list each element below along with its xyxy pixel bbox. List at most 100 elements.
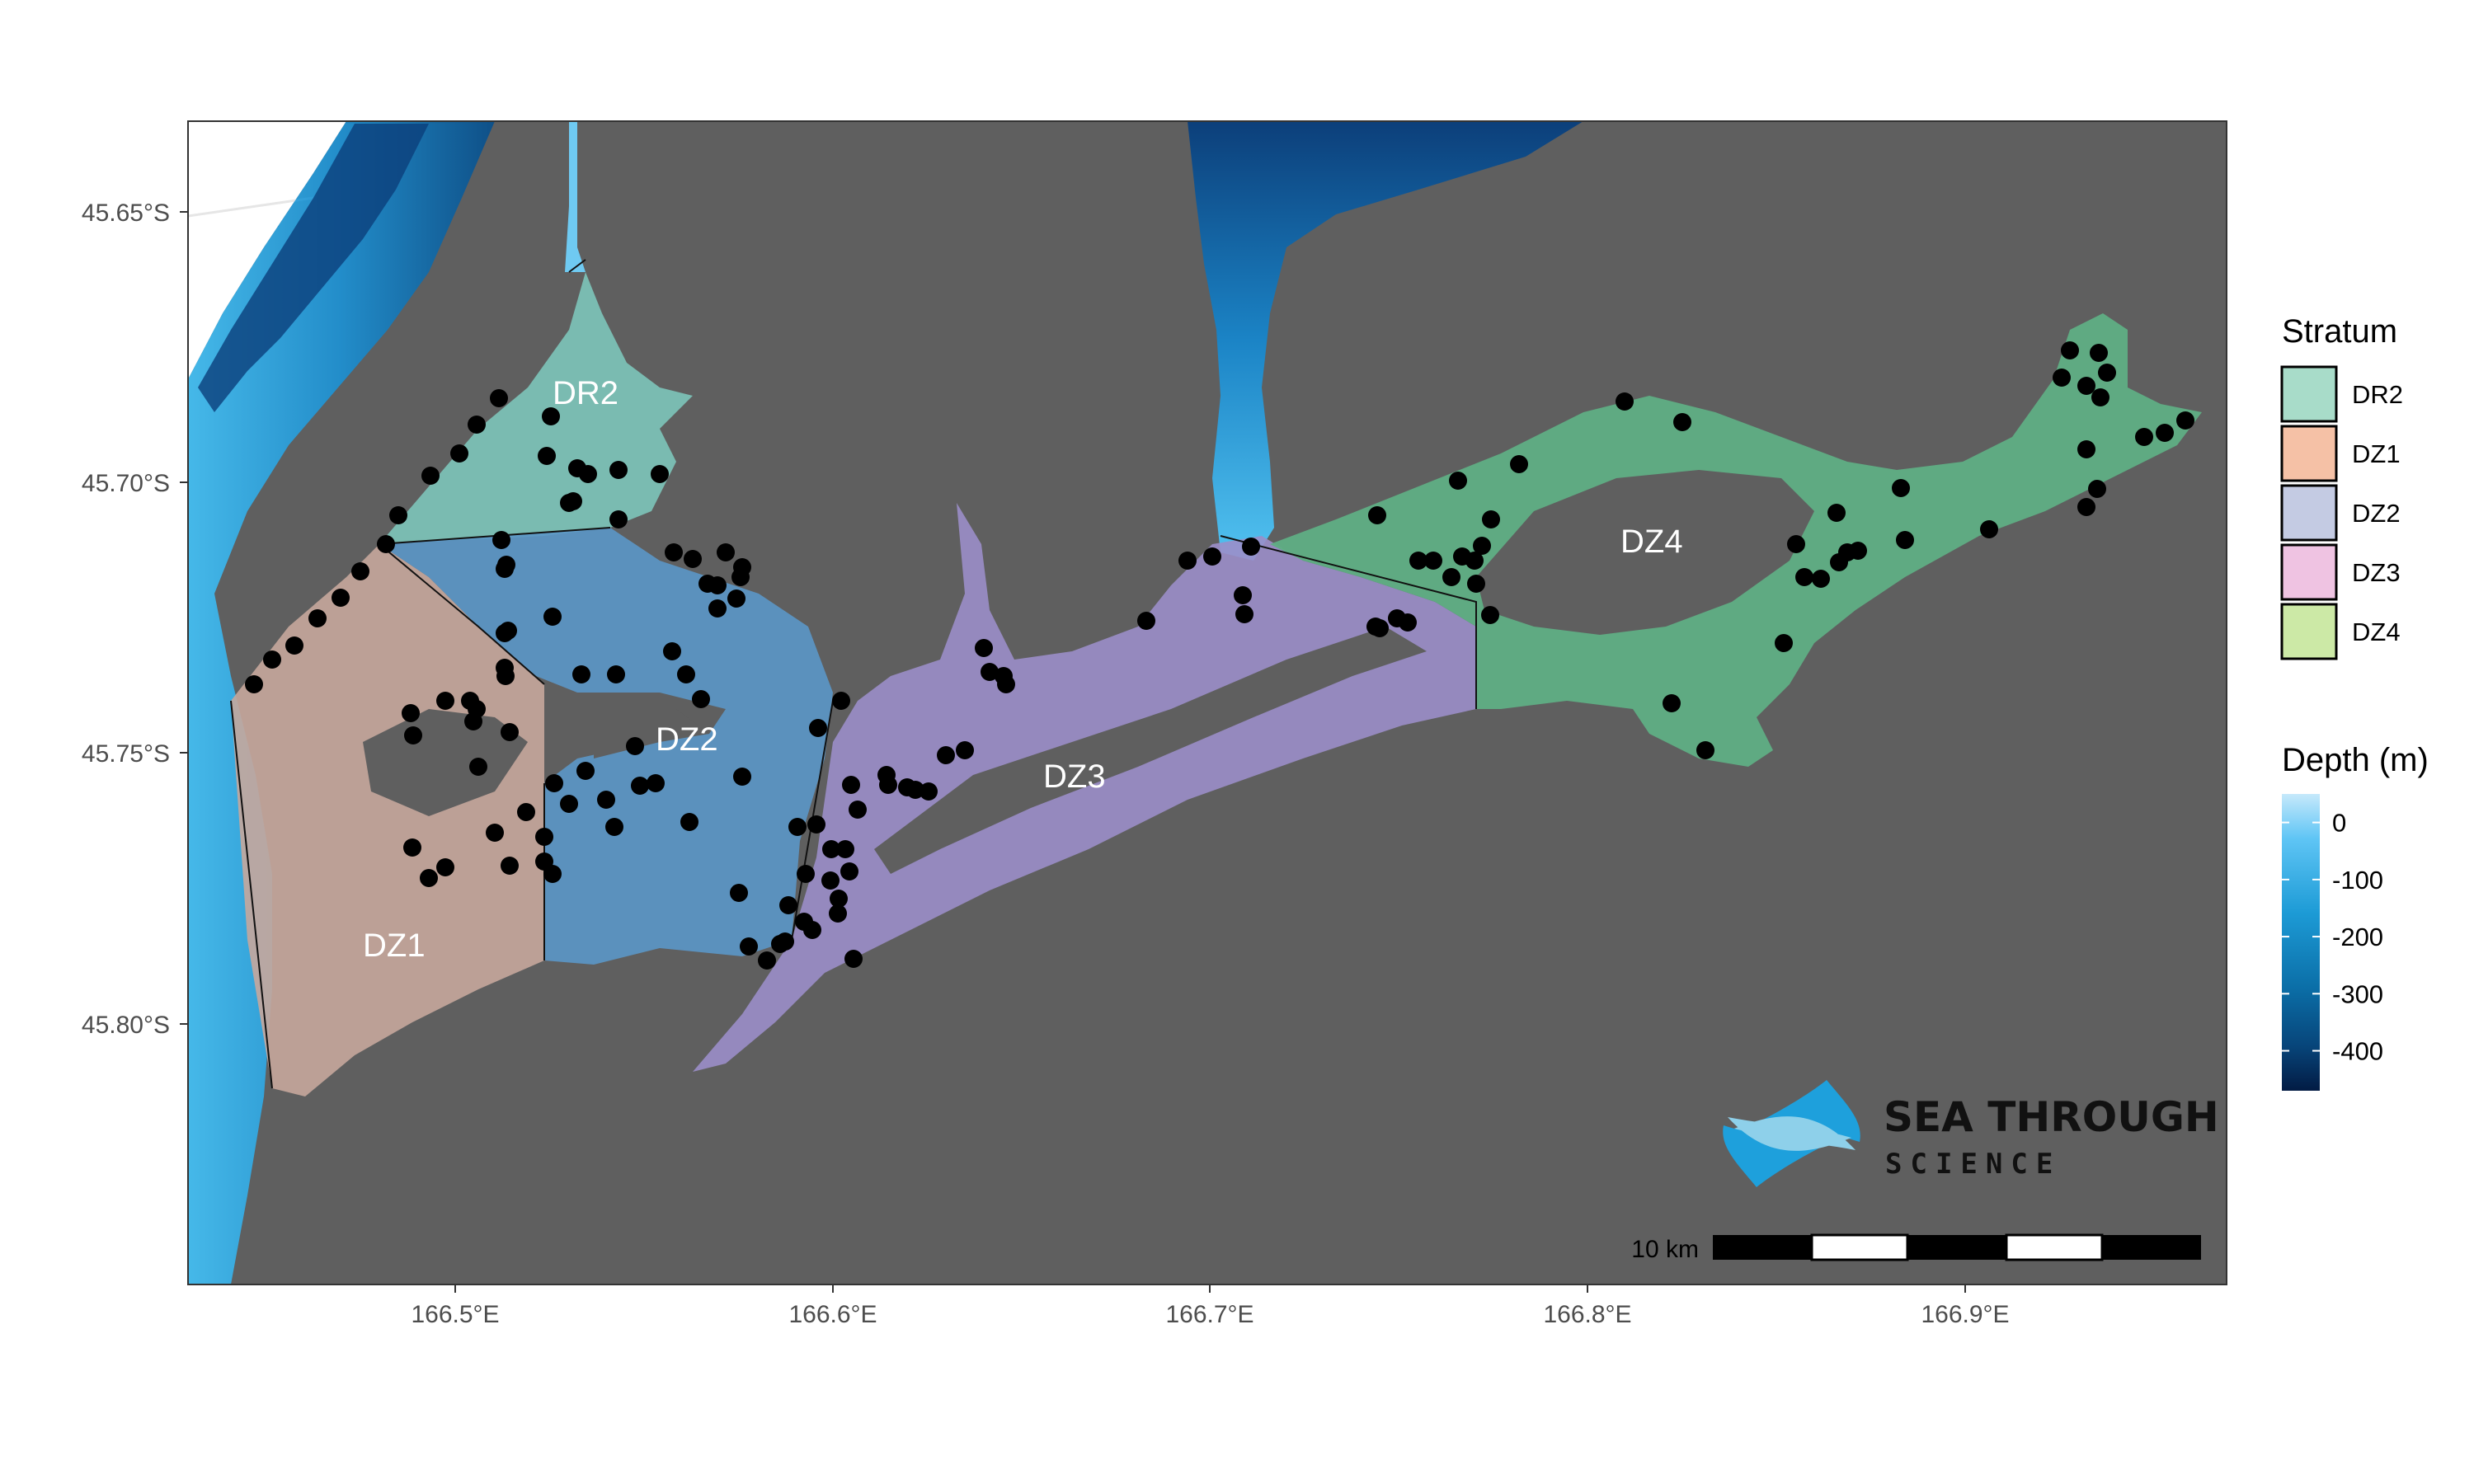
stratum-labels: DR2 DZ2 DZ1 DZ3 DZ4 [363,375,1683,964]
x-tick-label: 166.6°E [788,1301,877,1328]
sampling-station-point [1234,586,1252,604]
stratum-legend-label-dz1: DZ1 [2352,439,2401,468]
stratum-legend-label-dz2: DZ2 [2352,499,2401,528]
sampling-station-point [1980,520,1998,538]
sampling-station-point [937,746,955,764]
sampling-station-point [1892,479,1910,497]
sampling-station-point [692,690,710,708]
sampling-station-point [797,865,815,883]
sampling-station-point [538,447,556,465]
sampling-station-point [2061,341,2079,359]
sampling-station-point [1368,506,1386,524]
sampling-station-point [877,766,896,784]
scale-bar-segment [2005,1233,2104,1261]
sampling-station-point [1467,575,1485,593]
sampling-station-point [809,719,827,737]
x-tick-label: 166.9°E [1921,1301,2009,1328]
sampling-station-point [245,675,263,693]
sampling-station-point [436,858,454,876]
sampling-station-point [421,467,440,485]
sampling-station-point [2098,364,2116,382]
sampling-station-point [543,608,562,626]
inlet-shallow [565,121,586,272]
depth-legend-title: Depth (m) [2282,742,2429,778]
sampling-station-point [2077,377,2095,395]
coastal-deep-band [198,124,429,412]
sampling-station-point [609,510,628,528]
map-layers: DR2 DZ2 DZ1 DZ3 DZ4 [188,121,2202,1284]
logo-subtitle: SCIENCE [1885,1148,2061,1181]
stratum-dz2-area [379,528,833,965]
sampling-station-point [285,636,303,655]
y-tick-label: 45.80°S [82,1012,170,1039]
sampling-station-point [517,803,535,821]
sampling-station-point [1399,613,1417,632]
sampling-station-point [1203,547,1221,566]
stratum-label-dr2: DR2 [553,375,618,411]
sampling-station-point [647,774,665,792]
sampling-station-point [730,884,748,902]
sampling-station-point [1696,741,1714,759]
sampling-station-point [2053,369,2071,387]
depth-tick-label: -200 [2332,923,2383,951]
sampling-station-point [1616,392,1634,411]
sampling-station-point [663,642,681,660]
sampling-station-point [1409,552,1427,570]
sampling-station-point [788,818,807,836]
sampling-station-point [1787,535,1805,553]
y-tick-label: 45.70°S [82,470,170,497]
stratum-legend-label-dz3: DZ3 [2352,558,2401,587]
sampling-station-point [450,444,468,463]
sampling-station-point [402,704,420,722]
sampling-station-point [496,560,514,578]
sampling-station-point [776,932,794,951]
sampling-station-point [830,890,848,908]
sampling-station-point [1663,694,1681,712]
sampling-stations [245,341,2194,970]
sampling-station-point [842,776,860,794]
x-tick-label: 166.8°E [1543,1301,1631,1328]
sampling-station-point [832,692,850,710]
sampling-station-point [631,777,649,795]
stratum-legend-key-dz1 [2280,425,2338,482]
sampling-station-point [906,781,924,799]
stratum-legend-key-dr2 [2280,365,2338,423]
stratum-label-dz4: DZ4 [1620,524,1683,560]
sampling-station-point [2090,344,2108,362]
y-axis: 45.65°S 45.70°S 45.75°S 45.80°S [82,200,188,1039]
depth-tick-label: -100 [2332,866,2383,895]
stratum-legend-key-dz4 [2280,603,2338,660]
sampling-station-point [490,389,508,407]
sampling-station-point [1827,504,1846,522]
sampling-station-point [2077,498,2095,516]
sampling-station-point [2077,440,2095,458]
sampling-station-point [708,576,727,594]
sampling-station-point [1137,612,1155,630]
sampling-station-point [1482,510,1500,528]
x-tick-label: 166.5°E [411,1301,499,1328]
scale-bar-label: 10 km [1631,1236,1699,1263]
nodata-corner [188,121,346,379]
depth-colorbar [2282,794,2320,1091]
sampling-station-point [263,650,281,669]
sampling-station-point [492,531,510,549]
sampling-station-point [849,801,867,819]
sampling-station-point [308,609,327,627]
sea-through-science-logo: SEA THROUGH SCIENCE [1723,1080,2219,1187]
sampling-station-point [1849,542,1867,560]
scale-bar-segment [1907,1235,2006,1260]
sampling-station-point [2091,388,2109,406]
sampling-station-point [829,904,847,923]
sampling-station-point [981,663,999,681]
depth-tick-label: -400 [2332,1037,2383,1066]
sampling-station-point [795,913,813,931]
sampling-station-point [464,712,482,730]
sampling-station-point [576,762,595,780]
sampling-station-point [535,828,553,846]
sampling-station-point [1795,568,1813,586]
sampling-station-point [543,865,562,883]
stratum-label-dz2: DZ2 [656,721,718,758]
x-axis: 166.5°E 166.6°E 166.7°E 166.8°E 166.9°E [411,1284,2010,1328]
sampling-station-point [572,665,590,683]
